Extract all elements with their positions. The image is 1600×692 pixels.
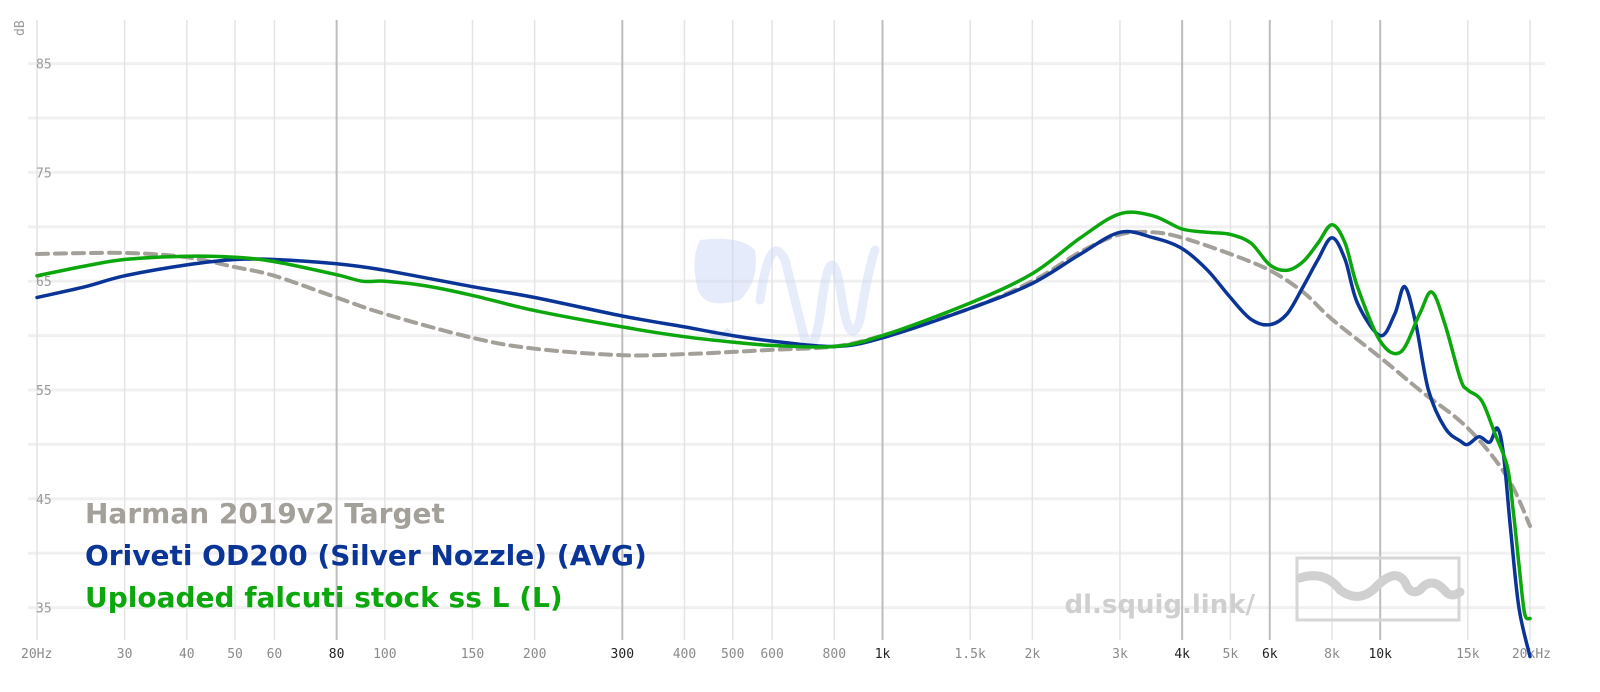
squig-link-watermark xyxy=(1295,556,1465,622)
x-tick-label: 5k xyxy=(1223,647,1239,662)
y-tick-label: 35 xyxy=(36,602,52,617)
x-tick-label: 2k xyxy=(1025,647,1041,662)
x-tick-label: 300 xyxy=(611,647,634,662)
legend-entry-uploaded: Uploaded falcuti stock ss L (L) xyxy=(85,581,563,614)
x-tick-label: 1.5k xyxy=(954,647,985,662)
watermark-url: dl.squig.link/ xyxy=(1064,590,1255,620)
x-tick-label: 1k xyxy=(875,647,891,662)
x-tick-label: 50 xyxy=(227,647,243,662)
x-tick-label: 10k xyxy=(1368,647,1392,662)
x-tick-label: 4k xyxy=(1174,647,1190,662)
series-line-harman-target xyxy=(35,229,1532,528)
legend-entry-target: Harman 2019v2 Target xyxy=(85,497,445,530)
x-tick-label: 100 xyxy=(373,647,396,662)
x-tick-label: 40 xyxy=(179,647,195,662)
x-tick-label: 800 xyxy=(823,647,846,662)
x-tick-label: 8k xyxy=(1324,647,1340,662)
y-tick-label: 65 xyxy=(36,275,52,290)
series-layer xyxy=(35,210,1532,659)
x-tick-label: 20Hz xyxy=(21,647,52,662)
series-line-uploaded-falcuti xyxy=(35,210,1532,621)
x-tick-label: 400 xyxy=(673,647,696,662)
x-axis-ticks: 20Hz 30 40 50 60 80 100 150 200 300 400 500 600 800 1k… xyxy=(21,647,1551,662)
y-axis-ticks: 85 75 65 55 45 35 xyxy=(36,58,52,617)
legend: Harman 2019v2 Target Oriveti OD200 (Silv… xyxy=(85,497,647,614)
x-tick-label: 150 xyxy=(461,647,484,662)
y-tick-label: 55 xyxy=(36,384,52,399)
x-tick-label: 600 xyxy=(760,647,783,662)
y-tick-label: 45 xyxy=(36,493,52,508)
y-tick-label: 75 xyxy=(36,166,52,181)
x-tick-label: 80 xyxy=(329,647,345,662)
y-axis-unit-label: dB xyxy=(13,20,28,36)
x-tick-label: 200 xyxy=(523,647,546,662)
y-tick-label: 85 xyxy=(36,58,52,73)
x-tick-label: 30 xyxy=(117,647,133,662)
legend-entry-oriveti: Oriveti OD200 (Silver Nozzle) (AVG) xyxy=(85,539,647,572)
x-tick-label: 6k xyxy=(1262,647,1278,662)
x-tick-label: 3k xyxy=(1112,647,1128,662)
x-tick-label: 20kHz xyxy=(1512,647,1551,662)
x-tick-label: 15k xyxy=(1456,647,1480,662)
x-tick-label: 60 xyxy=(267,647,283,662)
series-line-oriveti-od200 xyxy=(35,229,1532,659)
x-tick-label: 500 xyxy=(721,647,744,662)
grid-layer xyxy=(28,20,1545,640)
squig-logo-watermark xyxy=(694,238,880,350)
